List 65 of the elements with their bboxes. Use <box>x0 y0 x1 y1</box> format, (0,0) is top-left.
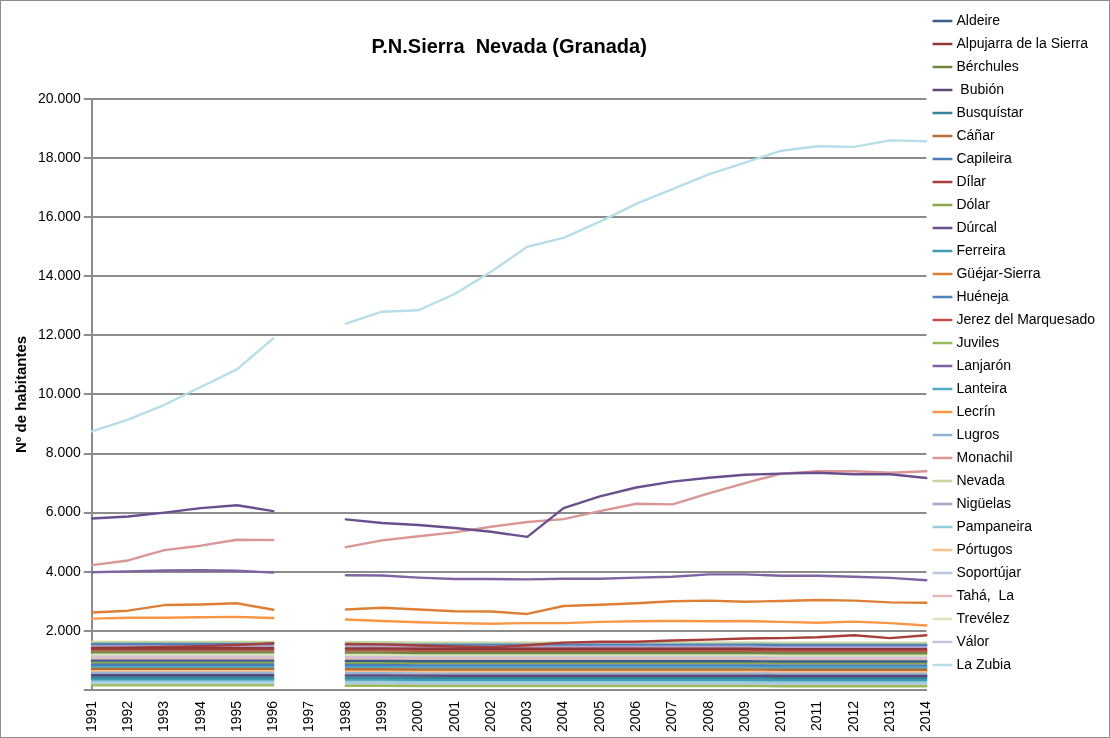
legend-label: Soportújar <box>956 563 1022 580</box>
x-tick-label: 2005 <box>590 700 607 733</box>
y-tick-label: 6.000 <box>45 503 82 520</box>
x-tick-label: 2009 <box>735 700 752 733</box>
legend-label: Dúrcal <box>956 218 997 235</box>
legend-label: Dílar <box>956 172 987 189</box>
x-tick-label: 2008 <box>699 700 716 733</box>
x-tick-label: 2010 <box>772 700 789 733</box>
legend-label: Bérchules <box>956 57 1019 74</box>
legend-label: Güéjar-Sierra <box>956 264 1041 281</box>
legend-label: Alpujarra de la Sierra <box>956 34 1089 51</box>
x-tick-label: 1994 <box>191 700 208 733</box>
legend-label: Capileira <box>956 149 1012 166</box>
x-tick-label: 1997 <box>300 700 317 733</box>
x-tick-label: 2001 <box>445 700 462 733</box>
legend-label: Pórtugos <box>956 540 1013 557</box>
x-tick-label: 2000 <box>409 700 426 733</box>
y-tick-label: 8.000 <box>45 444 82 461</box>
x-tick-label: 2004 <box>554 700 571 733</box>
x-tick-label: 2006 <box>627 700 644 733</box>
y-tick-label: 4.000 <box>45 562 82 579</box>
legend-label: Huéneja <box>956 287 1009 304</box>
legend-label: Monachil <box>956 448 1013 465</box>
x-tick-label: 1998 <box>336 700 353 733</box>
legend-label: Pampaneira <box>956 517 1033 534</box>
legend-label: Nevada <box>956 471 1005 488</box>
x-tick-label: 1999 <box>372 700 389 733</box>
x-tick-label: 2012 <box>844 700 861 733</box>
x-tick-label: 1995 <box>227 700 244 733</box>
legend-label: Trevélez <box>956 609 1010 626</box>
legend-label: Lanjarón <box>956 356 1011 373</box>
legend-label: Lugros <box>956 425 1000 442</box>
legend-label: Aldeire <box>956 11 1001 28</box>
legend-label: Cáñar <box>956 126 995 143</box>
x-tick-label: 2014 <box>917 700 934 733</box>
x-tick-label: 2002 <box>481 700 498 733</box>
x-tick-label: 2011 <box>808 700 825 731</box>
legend-label: La Zubia <box>956 655 1012 672</box>
legend-label: Nigüelas <box>956 494 1011 511</box>
legend-label: Juviles <box>956 333 1000 350</box>
legend-label: Lecrín <box>956 402 996 419</box>
x-tick-label: 1992 <box>118 700 135 733</box>
y-tick-label: 2.000 <box>45 621 82 638</box>
x-tick-label: 1993 <box>155 700 172 733</box>
y-tick-label: 18.000 <box>37 148 82 165</box>
legend-label: Ferreira <box>956 241 1006 258</box>
chart-title: P.N.Sierra Nevada (Granada) <box>371 34 647 57</box>
y-axis-title: Nº de habitantes <box>12 335 30 454</box>
y-tick-label: 10.000 <box>37 385 82 402</box>
x-tick-label: 1996 <box>264 700 281 733</box>
legend-label: Busquístar <box>956 103 1024 120</box>
y-tick-label: 12.000 <box>37 326 82 343</box>
x-tick-label: 2013 <box>881 700 898 733</box>
legend-label: Dólar <box>956 195 991 212</box>
y-tick-label: 14.000 <box>37 267 82 284</box>
x-tick-label: 1991 <box>82 700 99 733</box>
legend-label: Válor <box>956 632 990 649</box>
legend-label: Jerez del Marquesado <box>956 310 1096 327</box>
legend-label: Tahá, La <box>956 586 1015 603</box>
x-tick-label: 2007 <box>663 700 680 733</box>
x-tick-label: 2003 <box>518 700 535 733</box>
legend-label: Lanteira <box>956 379 1008 396</box>
y-tick-label: 16.000 <box>37 208 82 225</box>
y-tick-label: 20.000 <box>37 89 82 106</box>
legend-label: Bubión <box>956 80 1004 97</box>
